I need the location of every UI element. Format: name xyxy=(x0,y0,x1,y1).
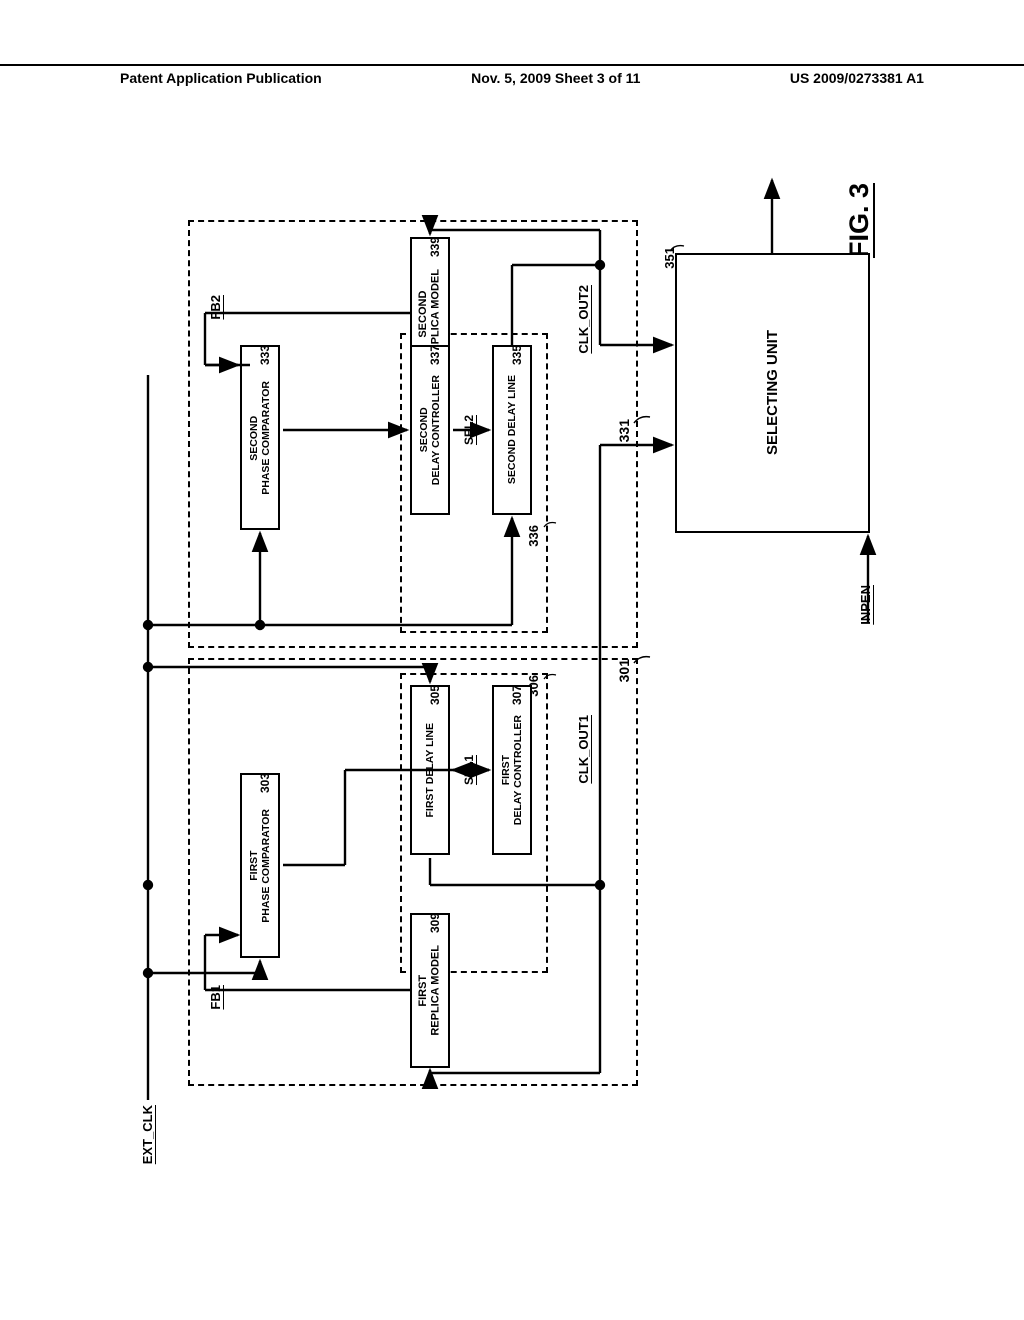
header-right: US 2009/0273381 A1 xyxy=(790,70,924,86)
header-left: Patent Application Publication xyxy=(120,70,322,86)
figure-3-final: FIG. 3 331 301 336 306 SECOND REPLICA MO… xyxy=(110,165,915,1185)
header-center: Nov. 5, 2009 Sheet 3 of 11 xyxy=(471,70,640,86)
